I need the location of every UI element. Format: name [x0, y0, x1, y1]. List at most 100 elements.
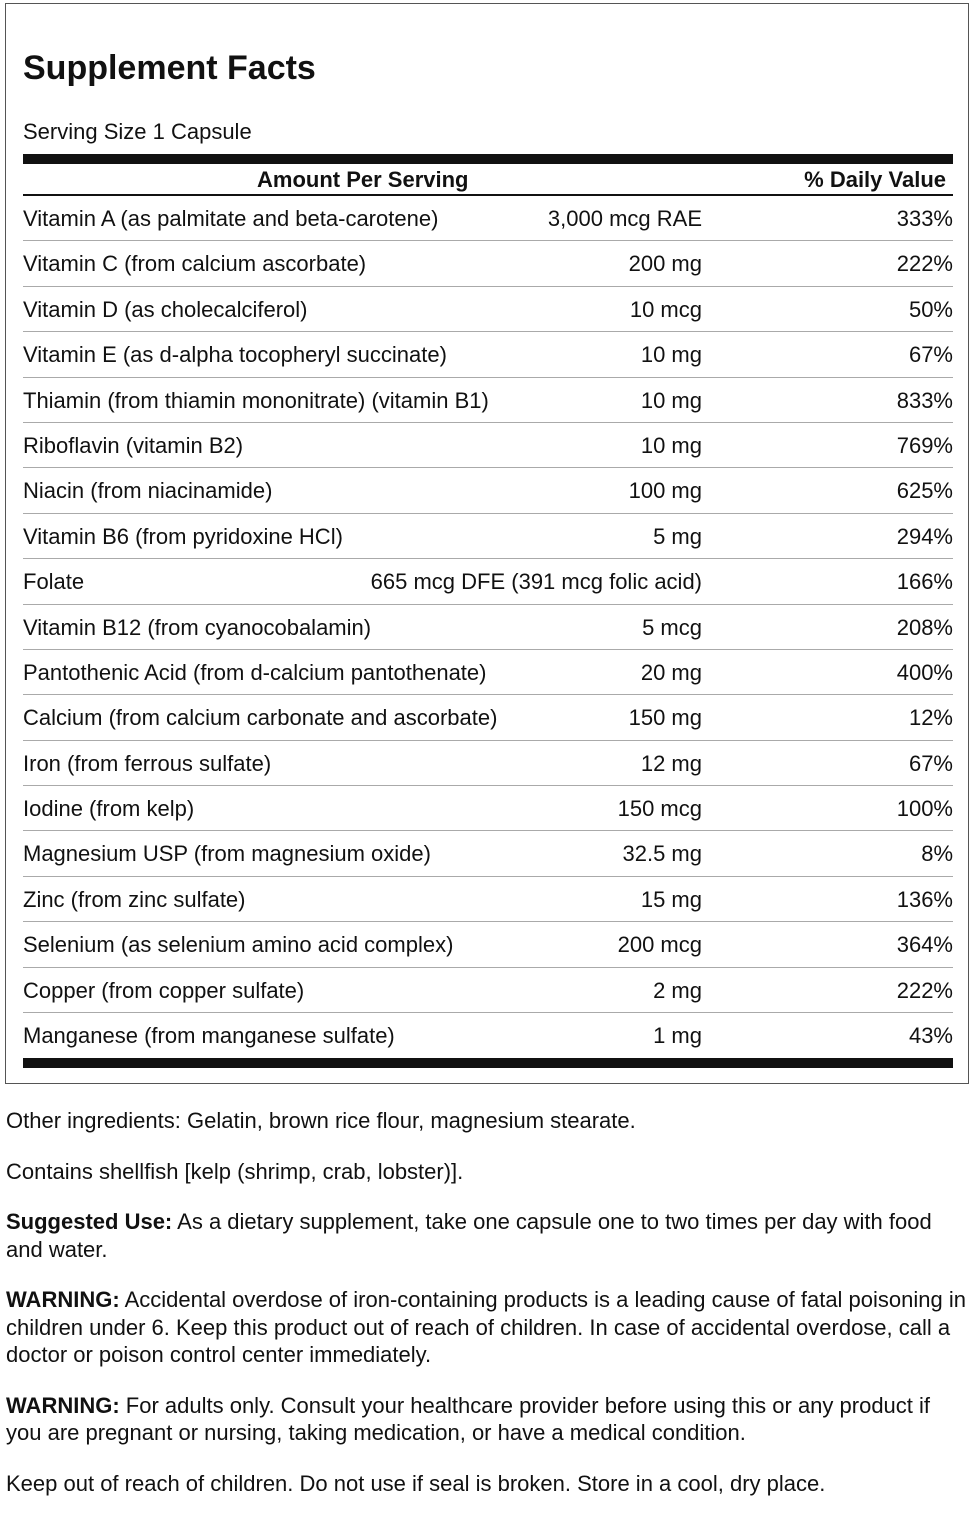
nutrient-row: Vitamin A (as palmitate and beta-caroten… — [23, 196, 953, 242]
nutrient-row: Manganese (from manganese sulfate) 1 mg 43… — [23, 1013, 953, 1058]
amount: 10 mcg — [629, 296, 702, 322]
daily-value: 294% — [896, 523, 953, 549]
nutrient-row: Selenium (as selenium amino acid complex… — [23, 922, 953, 968]
daily-value: 833% — [896, 387, 953, 413]
daily-value: 222% — [896, 251, 953, 277]
nutrient-name: Vitamin E (as d-alpha tocopheryl succina… — [23, 342, 447, 368]
nutrient-name: Riboflavin (vitamin B2) — [23, 432, 244, 458]
amount: 1 mg — [653, 1023, 702, 1049]
label: Suggested Use: — [6, 1209, 173, 1234]
amount: 15 mg — [640, 886, 702, 912]
nutrient-row: Folate 665 mcg DFE (391 mcg folic acid) 16… — [23, 559, 953, 605]
amount: 3,000 mcg RAE — [547, 206, 702, 231]
thick-rule — [23, 154, 953, 164]
label: WARNING: — [6, 1287, 120, 1312]
daily-value: 50% — [908, 296, 953, 322]
nutrient-row: Iodine (from kelp) 150 mcg 100% — [23, 786, 953, 832]
nutrient-name: Vitamin D (as cholecalciferol) — [23, 296, 308, 322]
nutrient-name: Pantothenic Acid (from d-calcium pantoth… — [23, 659, 487, 685]
amount: 12 mg — [640, 750, 702, 776]
warning: WARNING: For adults only. Consult your h… — [6, 1392, 970, 1447]
nutrient-name: Folate — [23, 569, 85, 595]
nutrient-row: Calcium (from calcium carbonate and asco… — [23, 695, 953, 741]
nutrient-name: Vitamin C (from calcium ascorbate) — [23, 251, 367, 277]
nutrient-row: Zinc (from zinc sulfate) 15 mg 136% — [23, 877, 953, 923]
daily-value: 400% — [896, 659, 953, 685]
nutrient-name: Magnesium USP (from magnesium oxide) — [23, 841, 431, 867]
amount: 150 mg — [628, 705, 702, 731]
amount: 200 mcg — [617, 932, 702, 958]
label: WARNING: — [6, 1392, 120, 1418]
serving-size: Serving Size 1 Capsule — [23, 119, 252, 144]
daily-value: 136% — [896, 886, 953, 912]
storage: Keep out of reach of children. Do not us… — [6, 1470, 826, 1496]
nutrient-name: Manganese (from manganese sulfate) — [23, 1023, 395, 1049]
warning: WARNING: Accidental overdose of iron-con… — [6, 1286, 970, 1369]
daily-value: 364% — [896, 932, 953, 958]
amount: 5 mg — [653, 523, 702, 549]
daily-value: 67% — [908, 342, 953, 368]
table-header: Amount Per Serving % Daily Value — [23, 164, 953, 196]
allergen: Contains shellfish [kelp (shrimp, crab, … — [6, 1158, 464, 1184]
daily-value-header: % Daily Value — [804, 167, 946, 192]
daily-value: 333% — [896, 206, 953, 231]
other-ingredients: Other ingredients: Gelatin, brown rice f… — [6, 1108, 636, 1133]
amount: 20 mg — [640, 659, 702, 685]
text: Accidental overdose of iron-containing p… — [6, 1287, 966, 1367]
text: As a dietary supplement, take one capsul… — [6, 1209, 932, 1262]
nutrient-name: Vitamin A (as palmitate and beta-caroten… — [23, 206, 439, 231]
nutrient-row: Iron (from ferrous sulfate) 12 mg 67% — [23, 741, 953, 787]
amount: 150 mcg — [617, 796, 702, 822]
nutrient-name: Iron (from ferrous sulfate) — [23, 750, 272, 776]
thick-rule — [23, 1058, 953, 1069]
amount: 100 mg — [628, 478, 702, 504]
nutrient-row: Riboflavin (vitamin B2) 10 mg 769% — [23, 423, 953, 469]
nutrient-name: Niacin (from niacinamide) — [23, 478, 273, 504]
daily-value: 12% — [908, 705, 953, 731]
nutrient-name: Iodine (from kelp) — [23, 796, 195, 822]
daily-value: 8% — [921, 841, 953, 867]
amount: 10 mg — [640, 342, 702, 368]
amount: 10 mg — [640, 387, 702, 413]
facts-panel: Supplement Facts Serving Size 1 Capsule … — [5, 3, 969, 1084]
amount: 5 mcg — [642, 614, 702, 640]
nutrient-row: Thiamin (from thiamin mononitrate) (vita… — [23, 378, 953, 423]
nutrient-row: Vitamin B6 (from pyridoxine HCl) 5 mg 294% — [23, 514, 953, 560]
daily-value: 100% — [896, 796, 953, 822]
notes: Other ingredients: Gelatin, brown rice f… — [6, 1107, 970, 1520]
nutrient-row: Vitamin C (from calcium ascorbate) 200 mg… — [23, 241, 953, 287]
nutrient-name: Thiamin (from thiamin mononitrate) (vita… — [23, 387, 489, 413]
suggested-use: Suggested Use: As a dietary supplement, … — [6, 1208, 970, 1263]
daily-value: 769% — [896, 432, 953, 458]
amount: 32.5 mg — [622, 841, 703, 867]
daily-value: 67% — [908, 750, 953, 776]
title: Supplement Facts — [23, 49, 316, 87]
nutrient-row: Vitamin E (as d-alpha tocopheryl succina… — [23, 332, 953, 378]
daily-value: 166% — [896, 569, 953, 595]
nutrient-name: Vitamin B6 (from pyridoxine HCl) — [23, 523, 343, 549]
nutrient-row: Vitamin D (as cholecalciferol) 10 mcg 50% — [23, 287, 953, 333]
daily-value: 208% — [896, 614, 953, 640]
amount: 665 mcg DFE (391 mcg folic acid) — [370, 569, 702, 595]
amount: 2 mg — [653, 977, 702, 1003]
amount: 10 mg — [640, 432, 702, 458]
nutrient-name: Selenium (as selenium amino acid complex… — [23, 932, 454, 958]
nutrient-name: Zinc (from zinc sulfate) — [23, 886, 246, 912]
nutrient-name: Vitamin B12 (from cyanocobalamin) — [23, 614, 372, 640]
nutrient-row: Vitamin B12 (from cyanocobalamin) 5 mcg 20… — [23, 605, 953, 650]
nutrient-name: Copper (from copper sulfate) — [23, 977, 305, 1003]
daily-value: 43% — [908, 1023, 953, 1049]
daily-value: 222% — [896, 977, 953, 1003]
rows: Vitamin A (as palmitate and beta-caroten… — [23, 196, 953, 1058]
daily-value: 625% — [896, 478, 953, 504]
nutrient-row: Magnesium USP (from magnesium oxide) 32.5… — [23, 831, 953, 877]
text: For adults only. Consult your healthcare… — [6, 1392, 931, 1446]
amount: 200 mg — [628, 251, 702, 277]
amount-header: Amount Per Serving — [257, 167, 469, 192]
nutrient-name: Calcium (from calcium carbonate and asco… — [23, 705, 498, 731]
nutrient-row: Copper (from copper sulfate) 2 mg 222% — [23, 968, 953, 1014]
facts-table: Amount Per Serving % Daily Value Vitamin… — [23, 154, 953, 1069]
nutrient-row: Pantothenic Acid (from d-calcium pantoth… — [23, 650, 953, 696]
nutrient-row: Niacin (from niacinamide) 100 mg 625% — [23, 468, 953, 514]
